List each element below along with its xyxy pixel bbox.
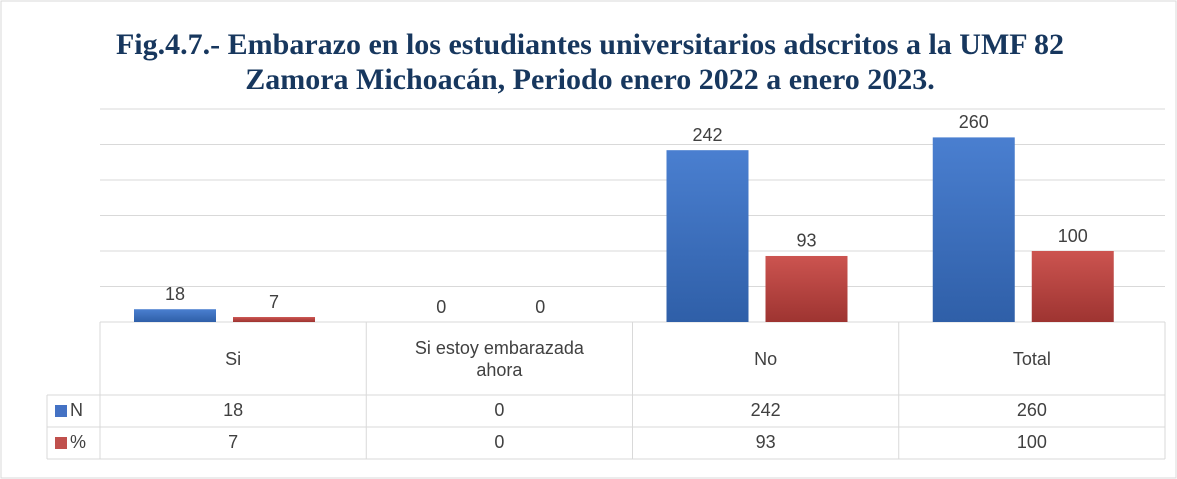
table-cell: 93 xyxy=(756,432,776,452)
table-cell: 242 xyxy=(751,400,781,420)
data-label: 100 xyxy=(1058,226,1088,246)
x-tick-label: Si xyxy=(225,348,242,369)
category-box: No xyxy=(754,348,778,369)
chart-title-box: Fig.4.7.- Embarazo en los estudiantes un… xyxy=(115,28,1064,96)
data-label: 260 xyxy=(959,112,989,132)
x-tick-label: Si estoy embarazada ahora xyxy=(414,337,584,380)
x-tick-label: Total xyxy=(1012,348,1051,369)
table-cell: 100 xyxy=(1017,432,1047,452)
category-box: Si estoy embarazada ahora xyxy=(414,337,584,380)
category-box: Si xyxy=(225,348,242,369)
bar xyxy=(932,137,1015,322)
data-label: 0 xyxy=(436,297,446,317)
legend-label: % xyxy=(70,432,86,452)
table-cell: 0 xyxy=(494,400,504,420)
bar xyxy=(666,150,749,322)
x-tick-label: No xyxy=(754,348,778,369)
data-label: 242 xyxy=(692,125,722,145)
data-label: 18 xyxy=(165,284,185,304)
table-cell: 260 xyxy=(1017,400,1047,420)
category-box: Total xyxy=(1012,348,1051,369)
table-cell: 0 xyxy=(494,432,504,452)
bar xyxy=(134,309,216,322)
table-cell: 7 xyxy=(228,432,238,452)
bar xyxy=(1031,251,1114,322)
legend-swatch xyxy=(55,437,67,449)
chart-title: Fig.4.7.- Embarazo en los estudiantes un… xyxy=(115,28,1064,96)
table-cell: 18 xyxy=(223,400,243,420)
bar xyxy=(233,317,315,322)
bar xyxy=(765,255,848,322)
data-label: 7 xyxy=(269,292,279,312)
data-label: 0 xyxy=(535,297,545,317)
data-label: 93 xyxy=(796,231,816,251)
legend-label: N xyxy=(70,400,83,420)
legend-swatch xyxy=(55,405,67,417)
